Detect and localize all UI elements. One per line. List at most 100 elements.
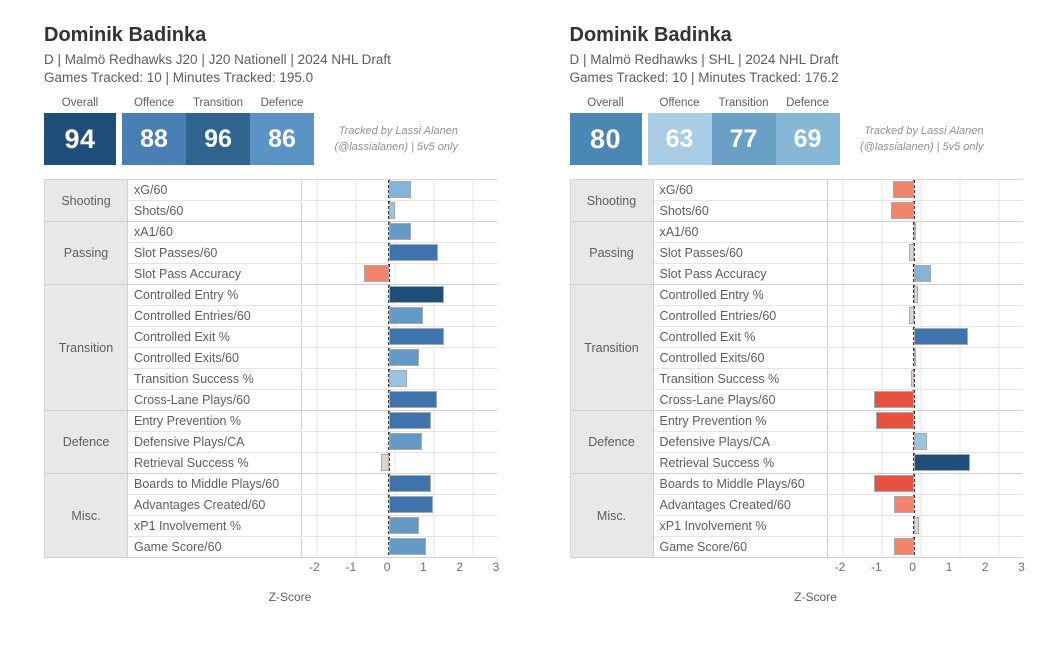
metric-row: Entry Prevention % [653, 411, 1023, 432]
score-overall-right: 80 [569, 113, 642, 165]
metric-plot [302, 285, 497, 305]
metric-label: Cross-Lane Plays/60 [128, 390, 302, 410]
label-overall: Overall [61, 97, 99, 109]
metric-bar [388, 496, 434, 513]
metric-plot [302, 390, 497, 410]
metric-label: Cross-Lane Plays/60 [654, 390, 828, 410]
metric-row: Controlled Exit % [653, 327, 1023, 348]
metric-plot [302, 264, 497, 284]
metric-label: Controlled Entries/60 [128, 306, 302, 326]
metric-plot [827, 348, 1023, 368]
axis-right: -2 -1 0 1 2 3 [570, 558, 1025, 580]
metric-plot [827, 243, 1023, 263]
score-cards: Overall Offence Transition Defence 94 88… [44, 97, 528, 165]
label-defence: Defence [260, 97, 304, 109]
metric-plot [827, 369, 1023, 389]
metric-label: Entry Prevention % [128, 411, 302, 431]
score-card-row: 94 88 96 86 Tracked by Lassi Alanen (@la… [44, 113, 528, 165]
player-meta-tracking: Games Tracked: 10 | Minutes Tracked: 195… [44, 70, 314, 85]
metric-label: Slot Passes/60 [654, 243, 828, 263]
metric-row: Cross-Lane Plays/60 [128, 390, 497, 410]
zero-line [913, 390, 916, 410]
metric-row: Advantages Created/60 [653, 495, 1023, 516]
metric-label: Shots/60 [128, 201, 302, 221]
score-overall: 94 [44, 113, 116, 165]
zero-line [913, 201, 916, 221]
metric-group-label: Defence [45, 411, 128, 473]
metric-row: Game Score/60 [128, 537, 497, 557]
metric-plot [827, 222, 1023, 242]
metric-row: xA1/60 [128, 222, 497, 243]
metric-group-label: Shooting [570, 180, 654, 221]
score-offence-right: 63 [647, 113, 712, 165]
metric-group: Defence Entry Prevention % Defensive Plays… [570, 411, 1023, 474]
zero-line [913, 243, 916, 263]
metric-bar [914, 517, 919, 534]
metric-row: Game Score/60 [654, 537, 1023, 557]
metric-row: Controlled Entries/60 [128, 306, 497, 327]
metric-plot [302, 180, 497, 200]
metric-row: Retrieval Success % [128, 453, 497, 473]
metric-bar [910, 370, 915, 387]
metric-label: Retrieval Success % [128, 453, 302, 473]
metric-group: Misc. Boards to Middle Plays/60 Advantages… [45, 474, 497, 558]
metric-label: Controlled Entry % [654, 285, 828, 305]
axis-tick: 0 [383, 560, 391, 574]
metric-row: Controlled Exit % [128, 327, 497, 348]
metric-bar [914, 433, 928, 450]
score-card-row-right: 80 63 77 69 Tracked by Lassi Alanen (@la… [569, 113, 1053, 165]
metric-row: Controlled Entry % [653, 285, 1023, 306]
metric-row: Slot Pass Accuracy [654, 264, 1023, 284]
metric-row: Transition Success % [653, 369, 1023, 390]
metric-row: xP1 Involvement % [653, 516, 1023, 537]
metric-plot [302, 243, 497, 263]
metric-bar [388, 412, 431, 429]
metric-plot [302, 306, 497, 326]
axis-tick: 1 [945, 560, 953, 574]
axis-tick: -2 [309, 560, 320, 574]
metric-bar [914, 454, 970, 471]
metric-label: Controlled Entry % [128, 285, 302, 305]
label-overall-right: Overall [587, 97, 624, 109]
score-cards-right: Overall Offence Transition Defence 80 63… [569, 97, 1053, 165]
metric-label: xG/60 [128, 180, 302, 200]
metric-row: Defensive Plays/CA [128, 432, 497, 453]
metric-bar [388, 181, 412, 198]
metric-row: xA1/60 [653, 222, 1023, 243]
metric-bar [388, 223, 412, 240]
metric-bar [364, 265, 389, 282]
metric-plot [302, 453, 497, 473]
axis-tick: 2 [981, 560, 989, 574]
metric-group: Defence Entry Prevention % Defensive Plays… [45, 411, 497, 474]
player-meta-team: D | Malmö Redhawks J20 | J20 Nationell |… [44, 52, 391, 67]
credit-line-2: (@lassialanen) | 5v5 only [334, 141, 458, 153]
metric-bar [388, 433, 423, 450]
metric-group: Misc. Boards to Middle Plays/60 Advantages… [570, 474, 1023, 558]
metric-group: Transition Controlled Entry % Controlled E… [570, 285, 1023, 411]
metric-row: Controlled Entries/60 [653, 306, 1023, 327]
metric-bar [388, 475, 431, 492]
metric-plot [827, 390, 1023, 410]
metric-label: Boards to Middle Plays/60 [128, 474, 302, 494]
axis-tick: 0 [909, 560, 916, 574]
metric-bar [381, 454, 389, 471]
metric-plot [302, 432, 497, 452]
metric-label: Defensive Plays/CA [654, 432, 828, 452]
metric-plot [827, 285, 1023, 305]
axis-tick: 3 [492, 560, 500, 574]
player-comparison-board: Dominik Badinka D | Malmö Redhawks J20 |… [44, 24, 1053, 604]
metric-plot [302, 327, 497, 347]
metric-label: Controlled Exits/60 [654, 348, 828, 368]
metric-bar [875, 412, 915, 429]
metric-bar [388, 328, 444, 345]
metric-group: Shooting xG/60 Shots/60 [45, 180, 497, 222]
metric-group-label: Misc. [570, 474, 654, 557]
metric-group: Transition Controlled Entry % Controlled E… [45, 285, 497, 411]
metric-plot [827, 180, 1023, 200]
metric-plot [827, 306, 1023, 326]
metric-plot [302, 495, 497, 515]
metric-bar [914, 349, 917, 366]
metric-row: Slot Passes/60 [128, 243, 497, 264]
metric-bar [914, 223, 917, 240]
page-title-right: Dominik Badinka [569, 24, 732, 46]
